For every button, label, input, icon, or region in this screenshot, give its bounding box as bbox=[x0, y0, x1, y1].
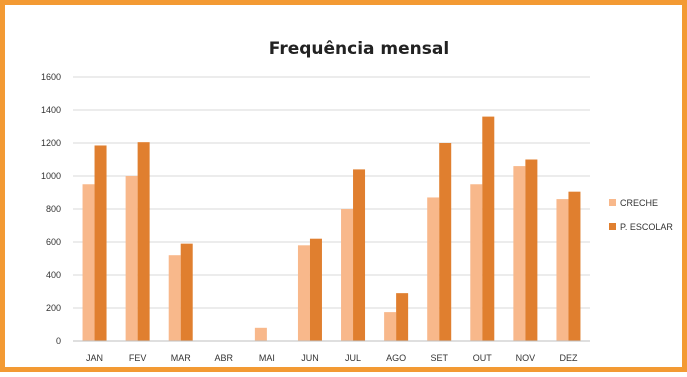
bar-creche-jul bbox=[341, 209, 354, 341]
y-tick-label: 1000 bbox=[41, 171, 61, 181]
x-tick-label: JUL bbox=[345, 353, 361, 363]
x-tick-label: NOV bbox=[516, 353, 536, 363]
y-tick-label: 1200 bbox=[41, 138, 61, 148]
y-axis-ticks: 0 200 400 600 800 1000 1200 1400 1600 bbox=[41, 72, 61, 346]
x-tick-label: AGO bbox=[386, 353, 406, 363]
x-axis-ticks: JAN FEV MAR ABR MAI JUN JUL AGO SET OUT NOV DEZ bbox=[86, 353, 578, 363]
bar-p-escolar-ago bbox=[396, 293, 409, 341]
legend-swatch bbox=[609, 199, 616, 206]
bar-creche-set bbox=[427, 197, 440, 341]
bar-p-escolar-jun bbox=[309, 238, 322, 341]
x-tick-label: ABR bbox=[215, 353, 234, 363]
bar-p-escolar-nov bbox=[525, 159, 538, 341]
legend-swatch bbox=[609, 223, 616, 230]
bar-creche-mar bbox=[168, 255, 181, 341]
y-tick-label: 0 bbox=[56, 336, 61, 346]
bar-p-escolar-mar bbox=[180, 243, 193, 341]
bar-creche-fev bbox=[125, 176, 138, 341]
bar-p-escolar-dez bbox=[568, 191, 581, 341]
gridlines bbox=[73, 76, 590, 342]
bars bbox=[82, 116, 581, 341]
bar-creche-dez bbox=[556, 199, 569, 341]
y-tick-label: 400 bbox=[46, 270, 61, 280]
bar-creche-mai bbox=[254, 327, 267, 341]
y-tick-label: 600 bbox=[46, 237, 61, 247]
bar-p-escolar-out bbox=[482, 116, 495, 341]
bar-creche-nov bbox=[513, 166, 526, 341]
bar-creche-jun bbox=[297, 245, 310, 341]
x-tick-label: DEZ bbox=[559, 353, 578, 363]
chart-title: Frequência mensal bbox=[269, 39, 449, 59]
x-tick-label: MAR bbox=[171, 353, 192, 363]
legend: CRECHE P. ESCOLAR bbox=[609, 198, 673, 232]
x-tick-label: SET bbox=[430, 353, 448, 363]
bar-p-escolar-set bbox=[439, 143, 452, 341]
x-tick-label: OUT bbox=[473, 353, 493, 363]
x-tick-label: FEV bbox=[129, 353, 147, 363]
y-tick-label: 1400 bbox=[41, 105, 61, 115]
bar-p-escolar-jul bbox=[353, 169, 366, 341]
bar-p-escolar-jan bbox=[94, 145, 107, 341]
legend-label: CRECHE bbox=[620, 198, 658, 208]
bar-creche-out bbox=[470, 184, 483, 341]
y-tick-label: 200 bbox=[46, 303, 61, 313]
bar-p-escolar-fev bbox=[137, 142, 150, 341]
y-tick-label: 800 bbox=[46, 204, 61, 214]
legend-label: P. ESCOLAR bbox=[620, 222, 673, 232]
x-tick-label: JAN bbox=[86, 353, 103, 363]
bar-creche-ago bbox=[384, 312, 397, 341]
x-tick-label: MAI bbox=[259, 353, 275, 363]
bar-chart: Frequência mensal 0 200 400 600 800 1000 1200 1… bbox=[41, 39, 673, 363]
x-tick-label: JUN bbox=[301, 353, 319, 363]
y-tick-label: 1600 bbox=[41, 72, 61, 82]
bar-creche-jan bbox=[82, 184, 95, 341]
